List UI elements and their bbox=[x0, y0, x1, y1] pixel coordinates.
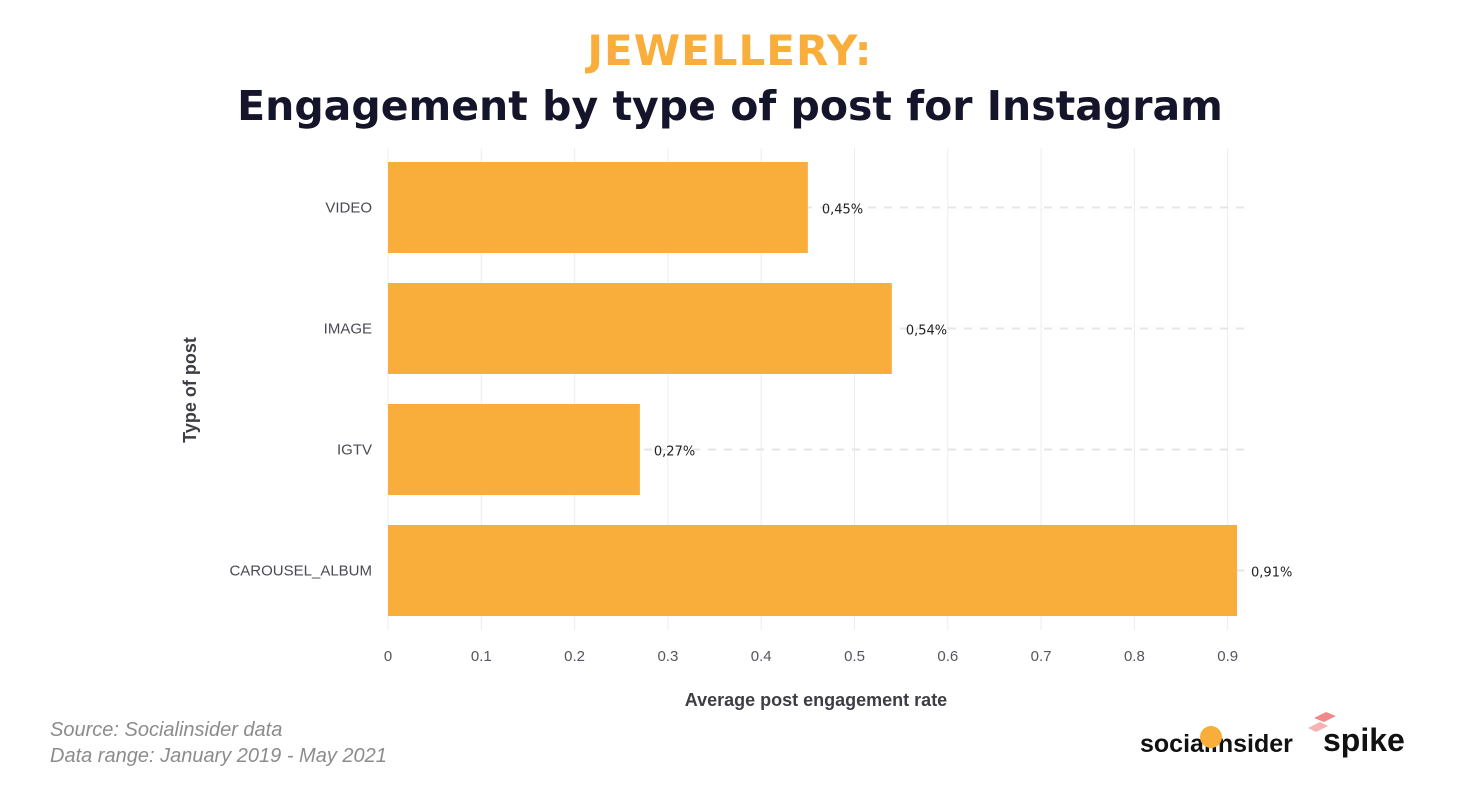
spike-logo: spike bbox=[1323, 722, 1405, 758]
bar bbox=[388, 283, 892, 374]
x-tick-label: 0.1 bbox=[471, 648, 492, 665]
x-tick-label: 0 bbox=[384, 648, 392, 665]
bar bbox=[388, 525, 1238, 616]
x-tick-label: 0.9 bbox=[1217, 648, 1238, 665]
category-label: IGTV bbox=[337, 442, 372, 459]
value-label: 0,45% bbox=[822, 203, 863, 218]
bar bbox=[388, 404, 640, 495]
value-labels: 0,45% 0,54% 0,27% 0,91% bbox=[654, 203, 1292, 581]
value-label: 0,54% bbox=[906, 324, 947, 339]
source-text: Source: Socialinsider data bbox=[50, 719, 283, 741]
category-labels: VIDEO IMAGE IGTV CAROUSEL_ALBUM bbox=[229, 200, 372, 580]
x-tick-label: 0.7 bbox=[1031, 648, 1052, 665]
x-tick-label: 0.3 bbox=[657, 648, 678, 665]
x-tick-labels: 0 0.1 0.2 0.3 0.4 0.5 0.6 0.7 0.8 0.9 bbox=[384, 648, 1238, 665]
x-tick-label: 0.8 bbox=[1124, 648, 1145, 665]
socialinsider-logo-dot-icon bbox=[1200, 726, 1222, 748]
category-label: VIDEO bbox=[325, 200, 372, 217]
y-axis-label: Type of post bbox=[180, 337, 200, 443]
bar bbox=[388, 162, 808, 253]
x-tick-label: 0.4 bbox=[751, 648, 772, 665]
x-tick-label: 0.2 bbox=[564, 648, 585, 665]
category-label: IMAGE bbox=[324, 321, 372, 338]
bars bbox=[388, 162, 1238, 616]
x-axis-label: Average post engagement rate bbox=[685, 690, 947, 710]
x-tick-label: 0.6 bbox=[937, 648, 958, 665]
chart-title: Engagement by type of post for Instagram bbox=[237, 82, 1223, 130]
category-label: CAROUSEL_ALBUM bbox=[229, 563, 372, 580]
chart-kicker: JEWELLERY: bbox=[587, 26, 873, 75]
guide-lines bbox=[388, 206, 1247, 572]
x-tick-label: 0.5 bbox=[844, 648, 865, 665]
data-range-text: Data range: January 2019 - May 2021 bbox=[50, 745, 387, 767]
spike-logo-icon bbox=[1308, 712, 1336, 732]
source-note: Source: Socialinsider data Data range: J… bbox=[50, 717, 387, 769]
value-label: 0,27% bbox=[654, 445, 695, 460]
value-label: 0,91% bbox=[1251, 566, 1292, 581]
